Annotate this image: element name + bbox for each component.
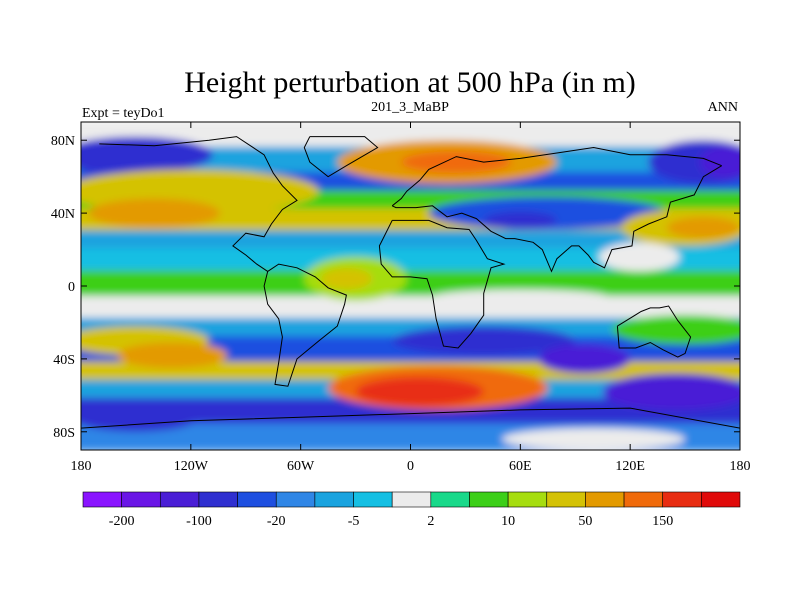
coastline-5 (303, 136, 379, 178)
anomaly-region-11 (666, 216, 740, 239)
contour-band-7 (81, 270, 740, 298)
coastline-0 (99, 136, 298, 272)
colorbar-swatch-10 (469, 491, 509, 508)
colorbar-swatch-4 (237, 491, 277, 508)
anomaly-region-25 (502, 428, 686, 450)
experiment-label: Expt = teyDo1 (82, 106, 165, 121)
x-axis: 180 120W 60W 0 60E 120E 180 (71, 122, 751, 474)
colorbar-label-0: -200 (109, 514, 135, 529)
y-tick-label-2: 0 (68, 280, 75, 295)
coastline-6 (616, 305, 692, 358)
anomaly-region-9 (483, 211, 557, 230)
anomaly-region-16 (611, 315, 740, 345)
run-label: 201_3_MaBP (371, 100, 449, 115)
anomaly-region-14 (320, 267, 373, 290)
anomaly-region-7 (401, 151, 512, 174)
x-tick-label-3: 0 (407, 459, 414, 474)
colorbar-label-7: 150 (652, 514, 673, 529)
y-tick-label-4: 80S (53, 426, 75, 441)
x-tick-label-0: 180 (71, 459, 92, 474)
coastline-3 (391, 146, 722, 207)
colorbar-swatch-16 (701, 491, 741, 508)
colorbar-swatch-9 (430, 491, 470, 508)
colorbar-swatch-1 (121, 491, 161, 508)
y-tick-label-0: 80N (51, 134, 75, 149)
colorbar-swatch-5 (275, 491, 316, 508)
colorbar-swatch-0 (82, 491, 122, 508)
colorbar-swatch-13 (585, 491, 625, 508)
coastline-7 (81, 407, 740, 429)
x-tick-label-2: 60W (287, 459, 315, 474)
coastline-2 (378, 219, 506, 349)
anomaly-region-3 (699, 145, 740, 179)
x-tick-label-5: 120E (615, 459, 645, 474)
coastline-4 (391, 165, 722, 273)
colorbar-label-6: 50 (578, 514, 592, 529)
anomaly-region-1 (81, 143, 133, 174)
colorbar-swatch-2 (159, 491, 200, 508)
anomaly-region-23 (602, 373, 740, 410)
colorbar-swatch-6 (314, 491, 354, 508)
anomaly-region-24 (81, 402, 200, 432)
y-axis: 80N 40N 0 40S 80S (51, 134, 740, 441)
coastline-1 (263, 263, 347, 387)
colorbar-swatch-7 (353, 491, 393, 508)
chart-title: Height perturbation at 500 hPa (in m) (184, 66, 636, 99)
colorbar-swatch-15 (662, 491, 702, 508)
colorbar-label-2: -20 (267, 514, 286, 529)
x-tick-label-6: 180 (730, 459, 751, 474)
anomaly-region-15 (432, 289, 609, 305)
colorbar: -200 -100 -20 -5 2 10 50 150 (82, 491, 741, 529)
y-tick-label-3: 40S (53, 353, 75, 368)
colorbar-label-5: 10 (501, 514, 515, 529)
colorbar-swatch-8 (391, 491, 432, 508)
period-label: ANN (708, 100, 738, 115)
colorbar-label-4: 2 (427, 514, 434, 529)
map-area (81, 122, 740, 450)
colorbar-swatch-12 (546, 491, 586, 508)
y-tick-label-1: 40N (51, 207, 75, 222)
anomaly-region-12 (599, 242, 680, 272)
contour-bands (81, 122, 740, 450)
x-tick-label-1: 120W (174, 459, 209, 474)
coastlines (81, 136, 740, 429)
contour-band-9 (81, 317, 740, 339)
x-tick-label-4: 60E (509, 459, 532, 474)
colorbar-swatch-11 (507, 491, 548, 508)
colorbar-label-3: -5 (348, 514, 360, 529)
anomaly-region-22 (538, 344, 631, 374)
anomaly-region-18 (117, 342, 228, 368)
anomaly-region-20 (355, 377, 484, 407)
colorbar-swatch-14 (623, 491, 664, 508)
anomaly-region-5 (88, 198, 221, 228)
colorbar-label-1: -100 (186, 514, 212, 529)
anomaly-region-21 (392, 326, 576, 356)
colorbar-swatch-3 (198, 491, 238, 508)
